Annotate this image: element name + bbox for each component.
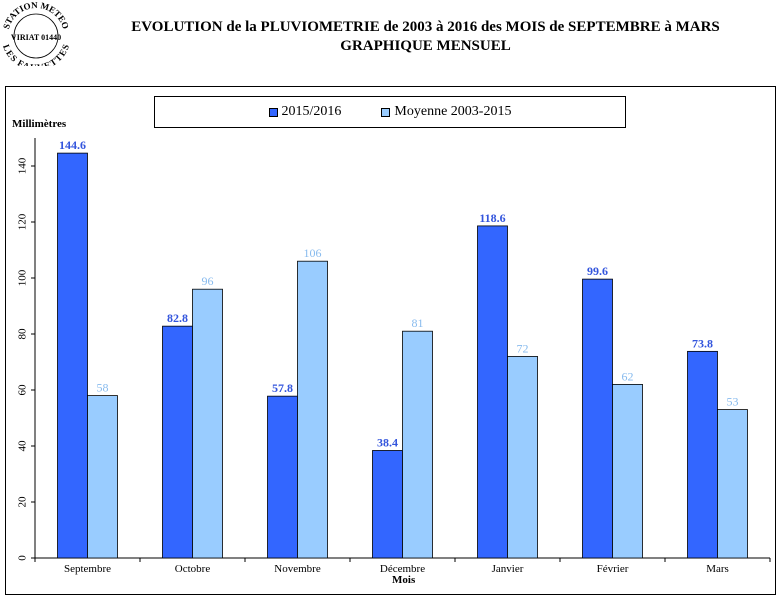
bar-series-2 <box>297 260 328 559</box>
y-tick-label: 40 <box>17 440 29 452</box>
bar-series-1 <box>372 450 403 559</box>
bar-series-2 <box>717 409 748 559</box>
data-label-series-2: 106 <box>304 246 322 260</box>
chart-title-block: EVOLUTION de la PLUVIOMETRIE de 2003 à 2… <box>80 18 771 56</box>
data-label-series-1: 82.8 <box>167 311 188 325</box>
data-label-series-2: 53 <box>727 395 739 409</box>
bar-series-2 <box>192 288 223 559</box>
bar-series-1 <box>687 350 718 559</box>
x-tick-label: Septembre <box>64 563 111 575</box>
y-axis-label: Millimètres <box>12 118 67 130</box>
chart-subtitle: GRAPHIQUE MENSUEL <box>340 38 511 54</box>
bar-series-1 <box>477 225 508 559</box>
y-tick-label: 0 <box>17 555 29 561</box>
bar-series-1 <box>162 325 193 559</box>
x-tick-label: Décembre <box>380 563 425 575</box>
bar-series-1 <box>582 278 613 559</box>
data-label-series-2: 72 <box>517 341 529 355</box>
y-tick-label: 100 <box>17 269 29 286</box>
bar-series-1 <box>267 395 298 559</box>
data-label-series-1: 118.6 <box>479 211 505 225</box>
legend-swatch-series-1 <box>268 107 278 117</box>
data-label-series-2: 62 <box>622 369 634 383</box>
data-label-series-2: 96 <box>202 274 214 288</box>
legend-item-series-2: Moyenne 2003-2015 <box>381 104 511 120</box>
data-label-series-1: 144.6 <box>59 138 86 152</box>
bar-series-2 <box>507 355 538 559</box>
bar-series-2 <box>612 383 643 559</box>
y-tick-label: 60 <box>17 384 29 396</box>
legend-label-series-1: 2015/2016 <box>281 104 342 119</box>
y-tick-label: 140 <box>17 157 29 174</box>
y-tick-label: 120 <box>17 213 29 230</box>
logo-middle-text: VIRIAT 01440 <box>11 33 61 42</box>
x-tick-label: Octobre <box>175 563 211 575</box>
data-label-series-1: 99.6 <box>587 264 608 278</box>
data-label-series-2: 58 <box>97 381 109 395</box>
data-label-series-1: 38.4 <box>377 435 398 449</box>
x-tick-label: Novembre <box>274 563 321 575</box>
x-tick-label: Mars <box>706 563 729 575</box>
y-tick-label: 80 <box>17 328 29 340</box>
station-logo: STATION METEO VIRIAT 01440 LES FAUVETTES <box>2 2 70 66</box>
data-label-series-2: 81 <box>412 316 424 330</box>
bar-series-1 <box>57 152 88 559</box>
chart-legend: 2015/2016 Moyenne 2003-2015 <box>154 96 626 128</box>
y-tick-label: 20 <box>17 496 29 508</box>
chart-title: EVOLUTION de la PLUVIOMETRIE de 2003 à 2… <box>131 19 720 35</box>
legend-swatch-series-2 <box>381 107 391 117</box>
bar-series-2 <box>87 395 118 559</box>
data-label-series-1: 73.8 <box>692 336 713 350</box>
bar-series-2 <box>402 330 433 559</box>
legend-label-series-2: Moyenne 2003-2015 <box>394 104 512 119</box>
chart-frame <box>5 86 776 595</box>
data-label-series-1: 57.8 <box>272 381 293 395</box>
x-tick-label: Janvier <box>492 563 524 575</box>
legend-item-series-1: 2015/2016 <box>268 104 342 120</box>
x-tick-label: Février <box>597 563 629 575</box>
x-axis-label: Mois <box>392 574 416 586</box>
